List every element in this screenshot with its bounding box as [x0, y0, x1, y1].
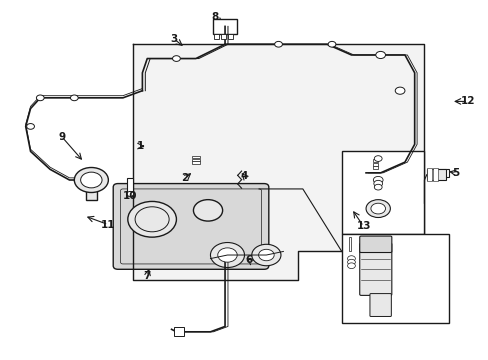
Text: 7: 7 — [143, 271, 151, 282]
Circle shape — [394, 87, 404, 94]
Circle shape — [193, 200, 222, 221]
Circle shape — [347, 263, 355, 269]
Circle shape — [327, 41, 335, 47]
Text: 3: 3 — [170, 34, 177, 44]
Circle shape — [347, 259, 355, 265]
Circle shape — [373, 184, 381, 190]
Circle shape — [81, 172, 102, 188]
Bar — [192, 156, 200, 158]
Circle shape — [217, 248, 237, 262]
FancyBboxPatch shape — [359, 236, 391, 252]
Circle shape — [274, 41, 282, 47]
Bar — [85, 185, 97, 200]
Circle shape — [370, 203, 385, 214]
Bar — [214, 33, 219, 39]
FancyBboxPatch shape — [369, 294, 390, 316]
Bar — [426, 169, 446, 180]
Bar — [192, 158, 200, 161]
Bar — [372, 163, 377, 166]
Bar — [227, 33, 232, 39]
Polygon shape — [132, 44, 424, 280]
Text: 9: 9 — [59, 132, 65, 142]
Circle shape — [70, 95, 78, 101]
Circle shape — [74, 167, 108, 193]
Text: 5: 5 — [451, 168, 459, 178]
Circle shape — [251, 244, 281, 266]
Text: 1: 1 — [136, 141, 143, 151]
Text: 6: 6 — [245, 255, 252, 265]
Circle shape — [347, 256, 355, 261]
Bar — [348, 237, 351, 251]
Bar — [372, 166, 377, 169]
Circle shape — [126, 192, 133, 197]
Circle shape — [373, 156, 381, 161]
Circle shape — [36, 95, 44, 101]
Circle shape — [373, 180, 382, 187]
Circle shape — [210, 243, 244, 267]
Text: 4: 4 — [240, 171, 248, 181]
Bar — [127, 178, 133, 193]
Bar — [372, 159, 377, 162]
FancyBboxPatch shape — [113, 184, 268, 269]
FancyBboxPatch shape — [359, 243, 391, 296]
Text: 13: 13 — [356, 221, 370, 231]
Circle shape — [375, 51, 385, 59]
FancyBboxPatch shape — [341, 152, 424, 234]
Circle shape — [372, 176, 382, 184]
Text: 11: 11 — [101, 220, 115, 230]
Text: 10: 10 — [123, 191, 137, 201]
Bar — [192, 161, 200, 164]
Bar — [432, 168, 437, 181]
Circle shape — [127, 202, 176, 237]
Circle shape — [366, 200, 389, 217]
Circle shape — [27, 123, 34, 129]
Circle shape — [258, 249, 274, 261]
Bar — [431, 168, 448, 177]
Bar — [426, 168, 431, 181]
Text: 2: 2 — [181, 173, 188, 183]
FancyBboxPatch shape — [341, 234, 448, 323]
Bar — [221, 33, 225, 39]
Bar — [174, 327, 183, 336]
Bar — [212, 19, 237, 33]
Circle shape — [172, 56, 180, 62]
Text: 8: 8 — [211, 13, 219, 22]
Text: 12: 12 — [460, 96, 474, 107]
